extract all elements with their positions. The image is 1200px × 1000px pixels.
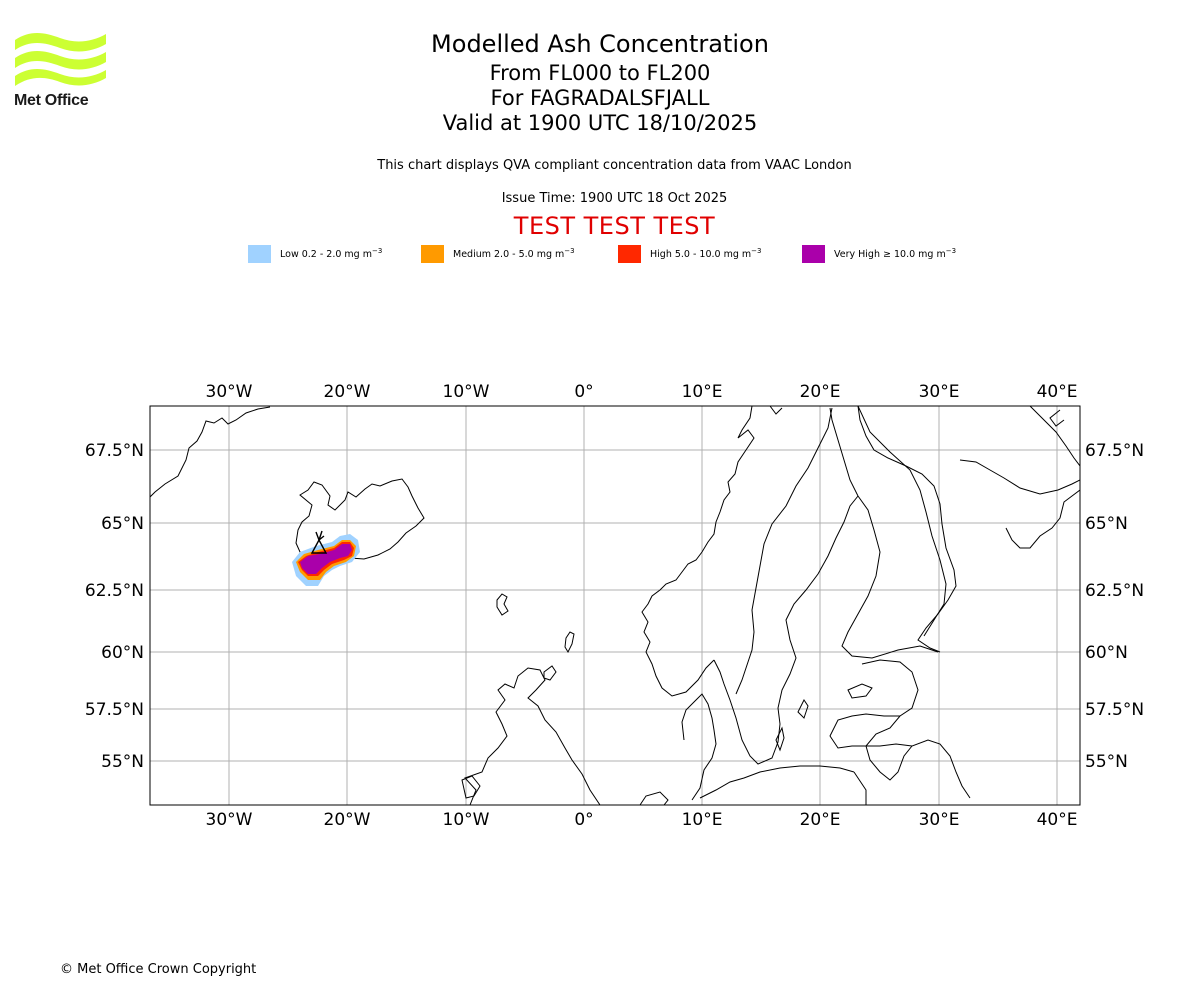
lat-tick-right: 60°N (1085, 643, 1128, 663)
gridlines (150, 406, 1080, 805)
border-sweden-finland (829, 407, 859, 497)
coast-oland (775, 726, 785, 752)
lon-tick-top: 0° (574, 382, 593, 402)
coast-denmark (681, 693, 717, 801)
coast-norway (641, 406, 755, 697)
flight-levels: From FL000 to FL200 (489, 61, 711, 85)
valid-time: Valid at 1900 UTC 18/10/2025 (442, 111, 758, 135)
ash-very-high (300, 544, 352, 574)
coast-novaya (1049, 409, 1065, 427)
ash-cloud (292, 530, 360, 586)
legend-label-low: Low 0.2 - 2.0 mg m (280, 249, 372, 261)
lat-tick-left: 62.5°N (85, 581, 144, 601)
lat-tick-left: 60°N (101, 643, 144, 663)
lat-tick-right: 67.5°N (1085, 441, 1144, 461)
map-background (150, 406, 1080, 805)
coast-baltic-east (861, 659, 971, 799)
map-content (150, 406, 1080, 805)
legend-item-very-high: Very High ≥ 10.0 mg m−3 (802, 244, 956, 264)
chart-description: This chart displays QVA compliant concen… (377, 158, 852, 173)
border-poland (853, 771, 867, 805)
legend-label-medium: Medium 2.0 - 5.0 mg m (453, 249, 565, 261)
lon-tick-bottom: 10°W (443, 810, 490, 830)
border-norway-sweden (735, 407, 833, 695)
lat-tick-left: 65°N (101, 514, 144, 534)
legend-item-medium: Medium 2.0 - 5.0 mg m−3 (421, 244, 575, 264)
lat-tick-right: 65°N (1085, 514, 1128, 534)
coast-greenland (150, 406, 271, 498)
coast-scotland (464, 667, 601, 805)
lat-tick-right: 57.5°N (1085, 700, 1144, 720)
coast-netherlands (639, 791, 669, 805)
coast-estonia (847, 683, 873, 699)
border-baltics (829, 713, 900, 749)
lon-tick-top: 40°E (1037, 382, 1078, 402)
lon-tick-top: 20°E (800, 382, 841, 402)
lon-tick-top: 10°W (443, 382, 490, 402)
copyright-notice: © Met Office Crown Copyright (60, 962, 257, 977)
coast-ireland (461, 775, 481, 799)
country-borders (735, 406, 947, 805)
legend-label-very-high: Very High ≥ 10.0 mg m (834, 249, 946, 261)
legend-label-high: High 5.0 - 10.0 mg m (650, 249, 752, 261)
coast-white-sea (959, 459, 1080, 495)
coast-germany-poland (699, 765, 855, 799)
lon-tick-bottom: 30°W (206, 810, 253, 830)
coast-finland (841, 495, 939, 659)
lon-tick-top: 30°E (919, 382, 960, 402)
test-banner: TEST TEST TEST (513, 212, 716, 240)
logo-text: Met Office (14, 92, 89, 109)
lat-tick-right: 55°N (1085, 752, 1128, 772)
legend-swatch-medium (421, 245, 444, 263)
lat-tick-left: 67.5°N (85, 441, 144, 461)
volcano-icon (310, 530, 328, 554)
volcano-name: For FAGRADALSFJALL (490, 86, 710, 110)
met-office-waves-icon (15, 33, 106, 86)
lon-tick-bottom: 20°E (800, 810, 841, 830)
legend-item-high: High 5.0 - 10.0 mg m−3 (618, 244, 762, 264)
coast-sweden (713, 495, 859, 765)
border-finland-russia (857, 406, 947, 637)
coast-east (1029, 406, 1080, 467)
lon-tick-top: 10°E (682, 382, 723, 402)
lon-tick-top: 30°W (206, 382, 253, 402)
lon-tick-bottom: 10°E (682, 810, 723, 830)
lat-tick-left: 57.5°N (85, 700, 144, 720)
coast-shetland (564, 631, 575, 654)
coastlines (150, 406, 1080, 805)
legend-unit-exponent: −3 (564, 247, 575, 256)
coast-kola (857, 406, 957, 653)
border-belarus (866, 743, 913, 747)
lon-tick-bottom: 40°E (1037, 810, 1078, 830)
chart-title: Modelled Ash Concentration (431, 30, 769, 58)
legend: Low 0.2 - 2.0 mg m−3 Medium 2.0 - 5.0 mg… (0, 244, 1200, 264)
legend-item-low: Low 0.2 - 2.0 mg m−3 (248, 244, 382, 264)
coast-faroe (496, 593, 509, 616)
legend-swatch-high (618, 245, 641, 263)
coast-gotland (797, 699, 809, 719)
coast-north-islands (769, 406, 783, 415)
legend-swatch-low (248, 245, 271, 263)
lon-tick-bottom: 20°W (324, 810, 371, 830)
legend-unit-exponent: −3 (751, 247, 762, 256)
lon-tick-top: 20°W (324, 382, 371, 402)
met-office-logo: Met Office (14, 30, 110, 114)
lon-tick-bottom: 30°E (919, 810, 960, 830)
lat-tick-left: 55°N (101, 752, 144, 772)
lon-tick-bottom: 0° (574, 810, 593, 830)
issue-time: Issue Time: 1900 UTC 18 Oct 2025 (501, 191, 728, 206)
legend-unit-exponent: −3 (372, 247, 383, 256)
lat-tick-right: 62.5°N (1085, 581, 1144, 601)
map-frame (149, 405, 1081, 806)
legend-swatch-very-high (802, 245, 825, 263)
coast-kanin (1005, 489, 1080, 549)
legend-unit-exponent: −3 (945, 247, 957, 256)
chart-titles: Modelled Ash Concentration From FL000 to… (0, 28, 1200, 136)
